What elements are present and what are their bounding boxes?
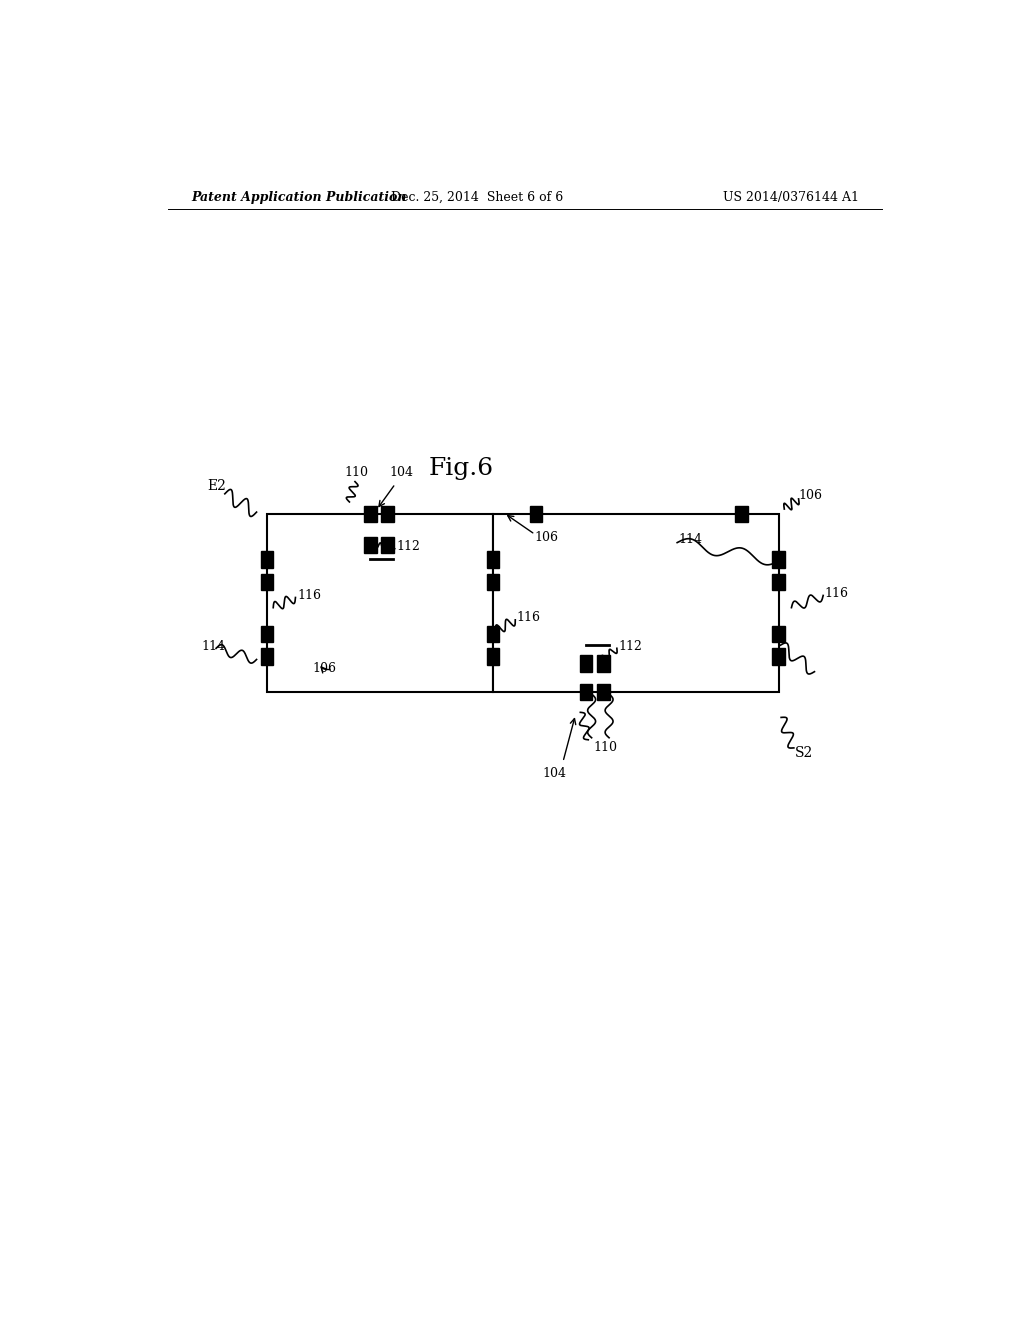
Text: 114: 114 [201, 640, 225, 653]
Bar [260, 552, 273, 568]
Bar [486, 552, 500, 568]
Bar [597, 684, 610, 700]
Text: 104: 104 [390, 466, 414, 479]
Bar [260, 626, 273, 643]
Bar [772, 648, 785, 664]
Text: 106: 106 [312, 663, 337, 675]
Bar [364, 536, 377, 553]
Bar [772, 574, 785, 590]
Text: 116: 116 [517, 611, 541, 624]
Text: Patent Application Publication: Patent Application Publication [191, 190, 407, 203]
Text: E2: E2 [207, 479, 226, 492]
Bar [267, 515, 494, 692]
Bar [486, 574, 500, 590]
Bar [364, 506, 377, 523]
Text: 116: 116 [297, 589, 322, 602]
Bar [260, 648, 273, 664]
Text: Dec. 25, 2014  Sheet 6 of 6: Dec. 25, 2014 Sheet 6 of 6 [391, 190, 563, 203]
Text: 114: 114 [678, 533, 702, 546]
Text: Fig.6: Fig.6 [429, 457, 494, 480]
Text: 110: 110 [344, 466, 369, 479]
Bar [486, 648, 500, 664]
Bar [381, 506, 394, 523]
Bar [580, 684, 593, 700]
Bar [772, 552, 785, 568]
Bar [494, 515, 779, 692]
Bar [597, 656, 610, 672]
Text: 112: 112 [618, 640, 642, 653]
Text: 106: 106 [799, 490, 822, 503]
Text: US 2014/0376144 A1: US 2014/0376144 A1 [723, 190, 859, 203]
Text: 106: 106 [535, 531, 558, 544]
Bar [529, 506, 543, 523]
Text: 116: 116 [824, 587, 849, 599]
Bar [580, 656, 593, 672]
Bar [486, 626, 500, 643]
Text: 112: 112 [396, 540, 420, 553]
Bar [381, 536, 394, 553]
Bar [772, 626, 785, 643]
Text: S2: S2 [795, 746, 813, 760]
Bar [260, 574, 273, 590]
Text: 104: 104 [542, 767, 566, 780]
Text: 110: 110 [594, 742, 617, 755]
Bar [735, 506, 748, 523]
